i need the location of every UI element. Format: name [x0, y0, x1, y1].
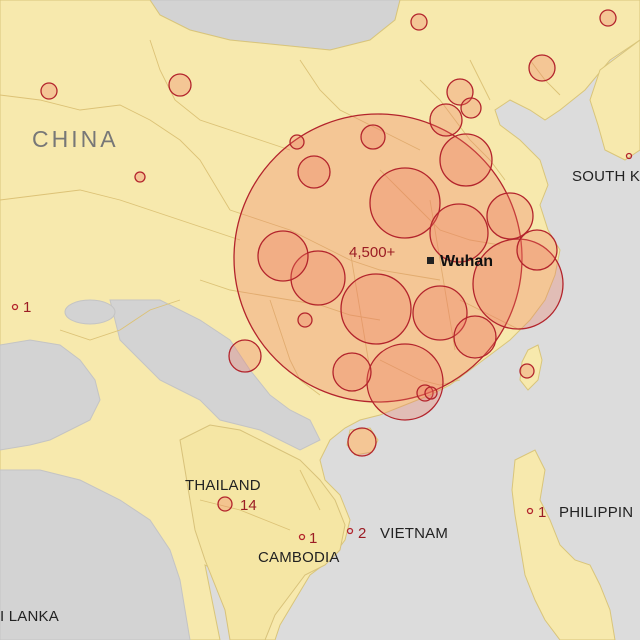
- philippines-dot: [526, 507, 534, 515]
- fujian-bubble: [453, 315, 497, 359]
- sri-lanka-label: I LANKA: [0, 608, 59, 625]
- mongolia-inner-bubble: [410, 13, 428, 31]
- south-grey-region: [0, 469, 191, 640]
- philippines-land: [511, 449, 616, 640]
- ningxia-bubble: [289, 134, 305, 150]
- cambodia-count: 1: [309, 530, 317, 547]
- china-count: 4,500+: [349, 244, 396, 261]
- heilongjiang-bubble: [599, 9, 617, 27]
- henan-bubble: [369, 167, 441, 239]
- west-grey-region: [0, 339, 101, 451]
- indochina-land: [179, 424, 346, 640]
- zhejiang-bubble: [472, 238, 564, 330]
- wuhan-label: Wuhan: [440, 253, 493, 270]
- qinghai-bubble: [134, 171, 146, 183]
- hainan-bubble: [347, 427, 377, 457]
- taiwan: [519, 344, 543, 391]
- west-dot: [11, 303, 19, 311]
- tianjin-bubble: [460, 97, 482, 119]
- small-dots: [11, 152, 633, 541]
- gansu-bubble: [168, 73, 192, 97]
- vietnam-label: VIETNAM: [380, 525, 448, 542]
- jiangxi-bubble: [412, 285, 468, 341]
- taiwan-bubble: [519, 363, 535, 379]
- anhui-bubble: [429, 203, 489, 263]
- south-korea-label: SOUTH K: [572, 168, 640, 185]
- beijing-bubble: [429, 103, 463, 137]
- cambodia-label: CAMBODIA: [258, 549, 340, 566]
- shanghai-bubble: [516, 229, 558, 271]
- shaanxi-bubble: [297, 155, 331, 189]
- jiangsu-bubble: [486, 192, 534, 240]
- thailand-label: THAILAND: [185, 477, 261, 494]
- south-korea-dot: [625, 152, 633, 160]
- case-bubbles: [40, 9, 617, 512]
- yunnan-bubble: [228, 339, 262, 373]
- philippines-label: PHILIPPIN: [559, 504, 633, 521]
- hunan-bubble: [340, 273, 412, 345]
- philippines-count: 1: [538, 504, 546, 521]
- province-borders: [0, 39, 561, 531]
- wuhan-marker: [427, 257, 434, 264]
- lake: [64, 299, 116, 325]
- shandong-bubble: [439, 133, 493, 187]
- china-label: CHINA: [32, 126, 119, 152]
- vietnam-count: 2: [358, 525, 366, 542]
- thailand-bubble: [217, 496, 233, 512]
- west-count: 1: [23, 299, 31, 316]
- guizhou-bubble: [297, 312, 313, 328]
- liaoning-bubble: [528, 54, 556, 82]
- xinjiang-bubble: [40, 82, 58, 100]
- macau-bubble: [424, 386, 438, 400]
- guangdong-bubble: [366, 343, 444, 421]
- chongqing-bubble: [290, 250, 346, 306]
- sichuan-bubble: [257, 230, 309, 282]
- guangxi-bubble: [332, 352, 372, 392]
- cambodia-dot: [298, 533, 306, 541]
- korea-peninsula: [589, 39, 640, 161]
- vietnam-dot: [346, 527, 354, 535]
- thailand-count: 14: [240, 497, 257, 514]
- shanxi-bubble: [360, 124, 386, 150]
